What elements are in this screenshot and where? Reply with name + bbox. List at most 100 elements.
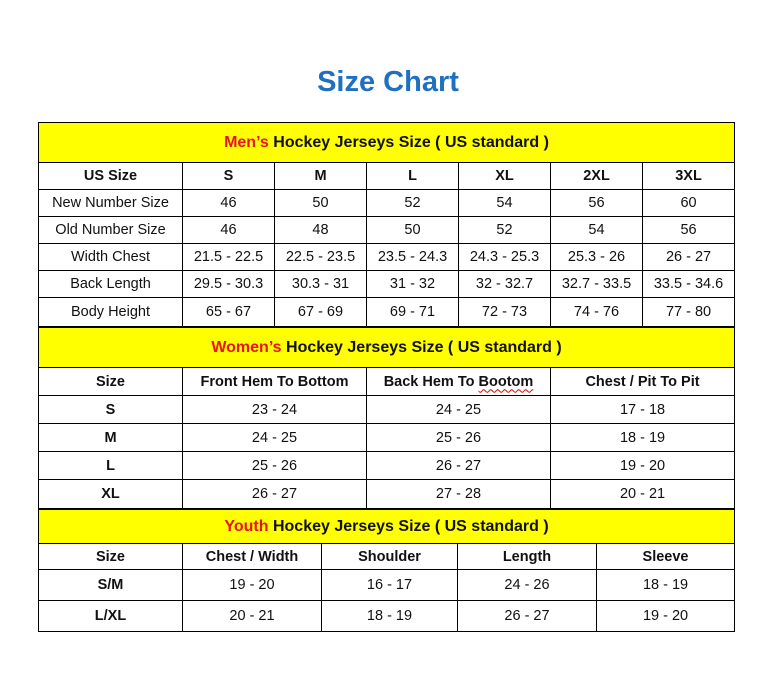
table-cell: S/M	[38, 569, 183, 601]
table-cell: S	[38, 395, 183, 424]
table-row: Back Length 29.5 - 30.3 30.3 - 31 31 - 32 32…	[38, 270, 736, 298]
table-cell: 32 - 32.7	[458, 270, 551, 298]
table-cell: 24 - 25	[182, 423, 367, 452]
column-header: 2XL	[550, 162, 643, 190]
table-cell: 74 - 76	[550, 297, 643, 327]
table-cell: 67 - 69	[274, 297, 367, 327]
table-cell: 48	[274, 216, 367, 244]
table-cell: 56	[641, 216, 736, 244]
table-cell: 19 - 20	[595, 600, 736, 632]
table-cell: 26 - 27	[182, 479, 367, 509]
table-cell: 50	[366, 216, 459, 244]
table-cell: 46	[182, 189, 275, 217]
table-cell: 46	[182, 216, 275, 244]
womens-section-heading: Women’s Hockey Jerseys Size ( US standar…	[37, 327, 736, 368]
column-header: S	[182, 162, 275, 190]
mens-section-heading: Men’s Hockey Jerseys Size ( US standard …	[37, 122, 736, 163]
table-cell: 22.5 - 23.5	[274, 243, 367, 271]
column-header: M	[274, 162, 367, 190]
column-header: Sleeve	[595, 543, 736, 570]
table-cell: 18 - 19	[321, 600, 458, 632]
table-cell: 54	[458, 189, 551, 217]
table-cell: Width Chest	[38, 243, 183, 271]
table-cell: 69 - 71	[366, 297, 459, 327]
table-cell: 24 - 25	[366, 395, 551, 424]
table-cell: XL	[38, 479, 183, 509]
table-cell: 52	[458, 216, 551, 244]
table-cell: Old Number Size	[38, 216, 183, 244]
table-row: Old Number Size 46 48 50 52 54 56	[38, 216, 736, 244]
table-cell: New Number Size	[38, 189, 183, 217]
column-header: 3XL	[641, 162, 736, 190]
table-cell: 77 - 80	[641, 297, 736, 327]
column-header: Chest / Width	[182, 543, 322, 570]
youth-size-table: Youth Hockey Jerseys Size ( US standard …	[37, 509, 736, 632]
table-cell: 23 - 24	[182, 395, 367, 424]
table-cell: 24 - 26	[457, 569, 597, 601]
table-cell: 54	[550, 216, 643, 244]
youth-heading-text: Hockey Jerseys Size ( US standard )	[268, 517, 549, 535]
table-cell: 72 - 73	[458, 297, 551, 327]
table-cell: 20 - 21	[182, 600, 322, 632]
youth-column-headers: Size Chest / Width Shoulder Length Sleeve	[38, 543, 736, 570]
table-cell: 18 - 19	[595, 569, 736, 601]
table-cell: 32.7 - 33.5	[550, 270, 643, 298]
table-row: M 24 - 25 25 - 26 18 - 19	[38, 423, 736, 452]
table-cell: 50	[274, 189, 367, 217]
table-cell: 23.5 - 24.3	[366, 243, 459, 271]
mens-column-headers: US Size S M L XL 2XL 3XL	[38, 162, 736, 190]
table-cell: L	[38, 451, 183, 480]
table-cell: 30.3 - 31	[274, 270, 367, 298]
table-cell: Back Length	[38, 270, 183, 298]
table-cell: 25.3 - 26	[550, 243, 643, 271]
table-cell: 33.5 - 34.6	[641, 270, 736, 298]
table-cell: L/XL	[38, 600, 183, 632]
table-cell: Body Height	[38, 297, 183, 327]
column-header: L	[366, 162, 459, 190]
table-cell: M	[38, 423, 183, 452]
table-cell: 20 - 21	[549, 479, 736, 509]
table-cell: 24.3 - 25.3	[458, 243, 551, 271]
table-cell: 26 - 27	[641, 243, 736, 271]
column-header: Length	[457, 543, 597, 570]
table-row: S/M 19 - 20 16 - 17 24 - 26 18 - 19	[38, 569, 736, 601]
table-cell: 27 - 28	[366, 479, 551, 509]
table-row: L/XL 20 - 21 18 - 19 26 - 27 19 - 20	[38, 600, 736, 632]
youth-section-heading: Youth Hockey Jerseys Size ( US standard …	[37, 509, 736, 544]
column-header: Shoulder	[321, 543, 458, 570]
womens-column-headers: Size Front Hem To Bottom Back Hem To Boo…	[38, 367, 736, 396]
table-row: New Number Size 46 50 52 54 56 60	[38, 189, 736, 217]
table-row: Body Height 65 - 67 67 - 69 69 - 71 72 - 73 7…	[38, 297, 736, 327]
table-cell: 25 - 26	[182, 451, 367, 480]
column-header-text: Back Hem To	[383, 373, 479, 390]
column-header: XL	[458, 162, 551, 190]
mens-heading-text: Hockey Jerseys Size ( US standard )	[268, 133, 549, 151]
table-row: L 25 - 26 26 - 27 19 - 20	[38, 451, 736, 480]
column-header: Chest / Pit To Pit	[549, 367, 736, 396]
table-cell: 29.5 - 30.3	[182, 270, 275, 298]
womens-prefix: Women’s	[211, 338, 282, 356]
table-cell: 31 - 32	[366, 270, 459, 298]
womens-size-table: Women’s Hockey Jerseys Size ( US standar…	[37, 327, 736, 509]
mens-prefix: Men’s	[224, 133, 269, 151]
youth-prefix: Youth	[224, 517, 269, 535]
table-cell: 17 - 18	[549, 395, 736, 424]
table-row: XL 26 - 27 27 - 28 20 - 21	[38, 479, 736, 509]
womens-heading-text: Hockey Jerseys Size ( US standard )	[281, 338, 562, 356]
table-cell: 21.5 - 22.5	[182, 243, 275, 271]
column-header: US Size	[38, 162, 183, 190]
column-header: Size	[38, 543, 183, 570]
column-header: Back Hem To Bootom	[366, 367, 551, 396]
table-cell: 56	[550, 189, 643, 217]
table-cell: 19 - 20	[549, 451, 736, 480]
table-cell: 65 - 67	[182, 297, 275, 327]
table-row: S 23 - 24 24 - 25 17 - 18	[38, 395, 736, 424]
table-cell: 18 - 19	[549, 423, 736, 452]
table-cell: 16 - 17	[321, 569, 458, 601]
table-cell: 25 - 26	[366, 423, 551, 452]
table-cell: 19 - 20	[182, 569, 322, 601]
table-row: Width Chest 21.5 - 22.5 22.5 - 23.5 23.5 - …	[38, 243, 736, 271]
column-header: Size	[38, 367, 183, 396]
table-cell: 26 - 27	[366, 451, 551, 480]
table-cell: 26 - 27	[457, 600, 597, 632]
